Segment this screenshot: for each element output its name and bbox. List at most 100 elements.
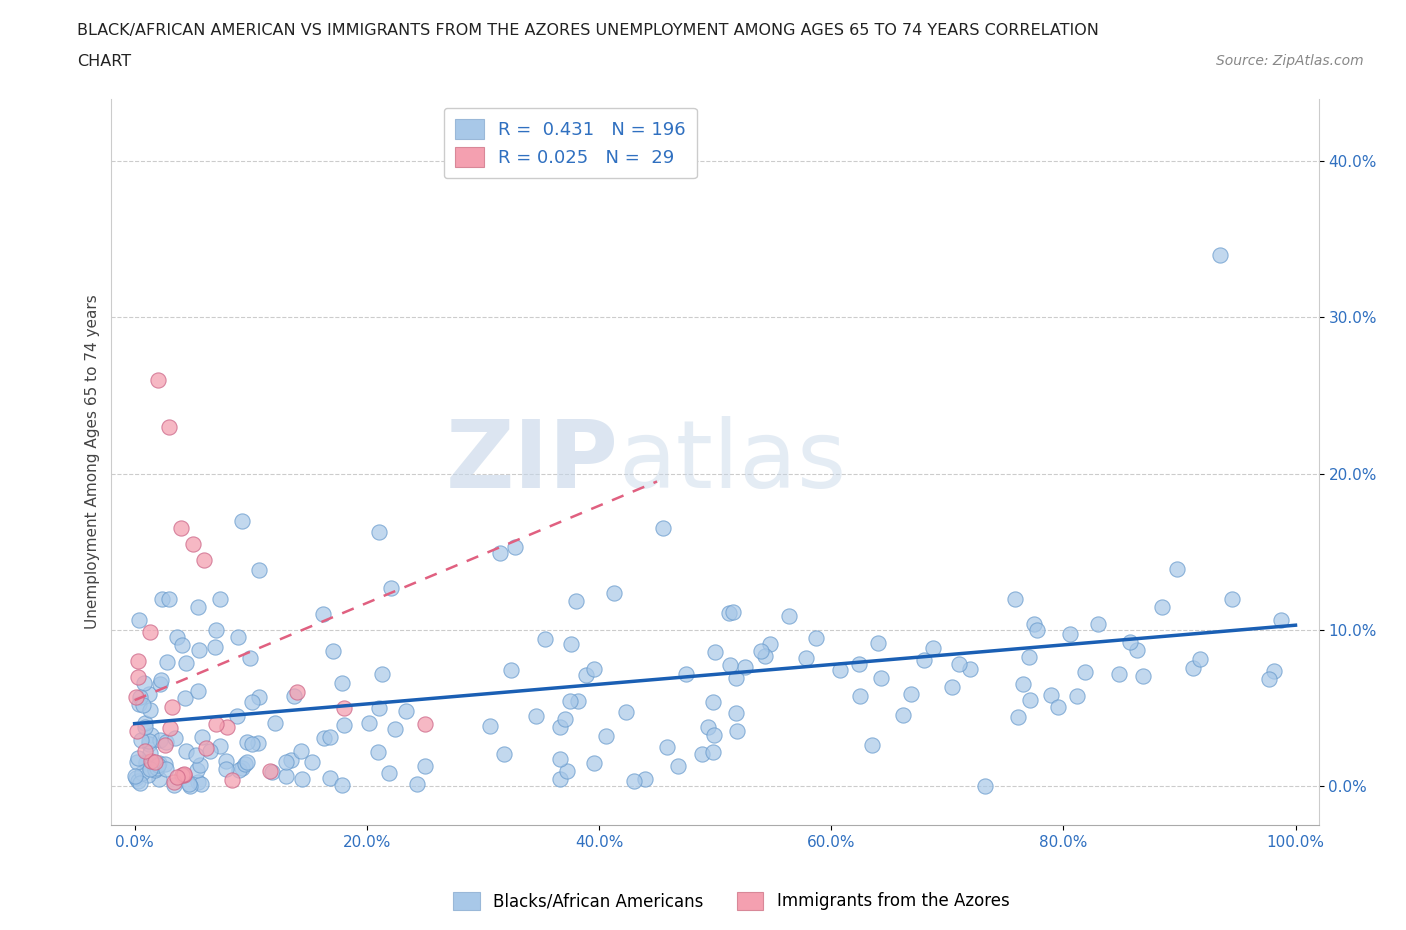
Point bbox=[623, 774, 645, 789]
Point bbox=[560, 637, 582, 652]
Point bbox=[754, 648, 776, 663]
Point bbox=[173, 766, 195, 781]
Point bbox=[127, 654, 149, 669]
Point bbox=[159, 721, 181, 736]
Point bbox=[696, 719, 718, 734]
Point bbox=[322, 644, 344, 658]
Point bbox=[478, 718, 501, 733]
Point bbox=[226, 630, 249, 644]
Point bbox=[155, 735, 177, 750]
Point bbox=[367, 700, 389, 715]
Point bbox=[134, 743, 156, 758]
Point bbox=[1004, 591, 1026, 606]
Point bbox=[974, 778, 997, 793]
Point bbox=[367, 525, 389, 539]
Point bbox=[550, 772, 572, 787]
Point bbox=[174, 656, 197, 671]
Point bbox=[240, 695, 263, 710]
Point bbox=[332, 700, 354, 715]
Point bbox=[1125, 643, 1147, 658]
Point bbox=[156, 655, 179, 670]
Point bbox=[205, 622, 228, 637]
Point bbox=[548, 751, 571, 766]
Point bbox=[188, 757, 211, 772]
Point bbox=[129, 689, 152, 704]
Point bbox=[205, 716, 228, 731]
Point bbox=[291, 771, 314, 786]
Point bbox=[941, 680, 963, 695]
Point bbox=[134, 720, 156, 735]
Point bbox=[179, 777, 201, 791]
Point bbox=[378, 765, 401, 780]
Point bbox=[290, 744, 312, 759]
Point bbox=[276, 768, 298, 783]
Point bbox=[1270, 613, 1292, 628]
Y-axis label: Unemployment Among Ages 65 to 74 years: Unemployment Among Ages 65 to 74 years bbox=[86, 295, 100, 630]
Point bbox=[179, 778, 201, 793]
Point bbox=[226, 709, 249, 724]
Point bbox=[492, 747, 515, 762]
Point bbox=[595, 728, 617, 743]
Point bbox=[830, 662, 852, 677]
Point bbox=[145, 761, 167, 776]
Text: BLACK/AFRICAN AMERICAN VS IMMIGRANTS FROM THE AZORES UNEMPLOYMENT AMONG AGES 65 : BLACK/AFRICAN AMERICAN VS IMMIGRANTS FRO… bbox=[77, 23, 1099, 38]
Text: Source: ZipAtlas.com: Source: ZipAtlas.com bbox=[1216, 54, 1364, 68]
Point bbox=[1007, 709, 1029, 724]
Point bbox=[186, 763, 208, 777]
Point bbox=[1018, 650, 1040, 665]
Point bbox=[166, 630, 188, 644]
Point bbox=[195, 740, 218, 755]
Point bbox=[228, 763, 250, 777]
Point bbox=[555, 764, 578, 778]
Point bbox=[1150, 600, 1173, 615]
Point bbox=[125, 724, 148, 738]
Point bbox=[314, 731, 336, 746]
Point bbox=[127, 751, 149, 765]
Point bbox=[848, 657, 870, 671]
Point bbox=[703, 727, 725, 742]
Point bbox=[172, 637, 194, 652]
Point bbox=[778, 609, 800, 624]
Point bbox=[155, 762, 177, 777]
Point bbox=[181, 537, 204, 551]
Point bbox=[221, 773, 243, 788]
Point bbox=[274, 754, 297, 769]
Point bbox=[330, 675, 353, 690]
Point bbox=[127, 670, 149, 684]
Point bbox=[163, 775, 186, 790]
Point bbox=[567, 694, 589, 709]
Point bbox=[190, 777, 212, 791]
Point bbox=[135, 754, 157, 769]
Point bbox=[1059, 627, 1081, 642]
Point bbox=[247, 689, 270, 704]
Point bbox=[1258, 671, 1281, 686]
Point bbox=[380, 580, 402, 595]
Point bbox=[233, 757, 256, 772]
Point bbox=[136, 767, 159, 782]
Point bbox=[149, 733, 172, 748]
Point bbox=[148, 772, 170, 787]
Point bbox=[124, 769, 146, 784]
Point bbox=[138, 734, 160, 749]
Point bbox=[651, 521, 673, 536]
Point bbox=[155, 756, 177, 771]
Text: atlas: atlas bbox=[619, 416, 846, 508]
Point bbox=[187, 643, 209, 658]
Point bbox=[690, 746, 713, 761]
Point bbox=[132, 698, 155, 712]
Point bbox=[235, 754, 257, 769]
Point bbox=[280, 753, 302, 768]
Point bbox=[319, 730, 342, 745]
Legend: R =  0.431   N = 196, R = 0.025   N =  29: R = 0.431 N = 196, R = 0.025 N = 29 bbox=[444, 108, 696, 179]
Point bbox=[129, 776, 152, 790]
Point bbox=[155, 737, 177, 752]
Point bbox=[146, 373, 169, 388]
Point bbox=[1066, 688, 1088, 703]
Point bbox=[191, 729, 214, 744]
Text: CHART: CHART bbox=[77, 54, 131, 69]
Point bbox=[231, 761, 253, 776]
Point bbox=[209, 591, 232, 606]
Point bbox=[1209, 247, 1232, 262]
Point bbox=[239, 650, 262, 665]
Point bbox=[1263, 664, 1285, 679]
